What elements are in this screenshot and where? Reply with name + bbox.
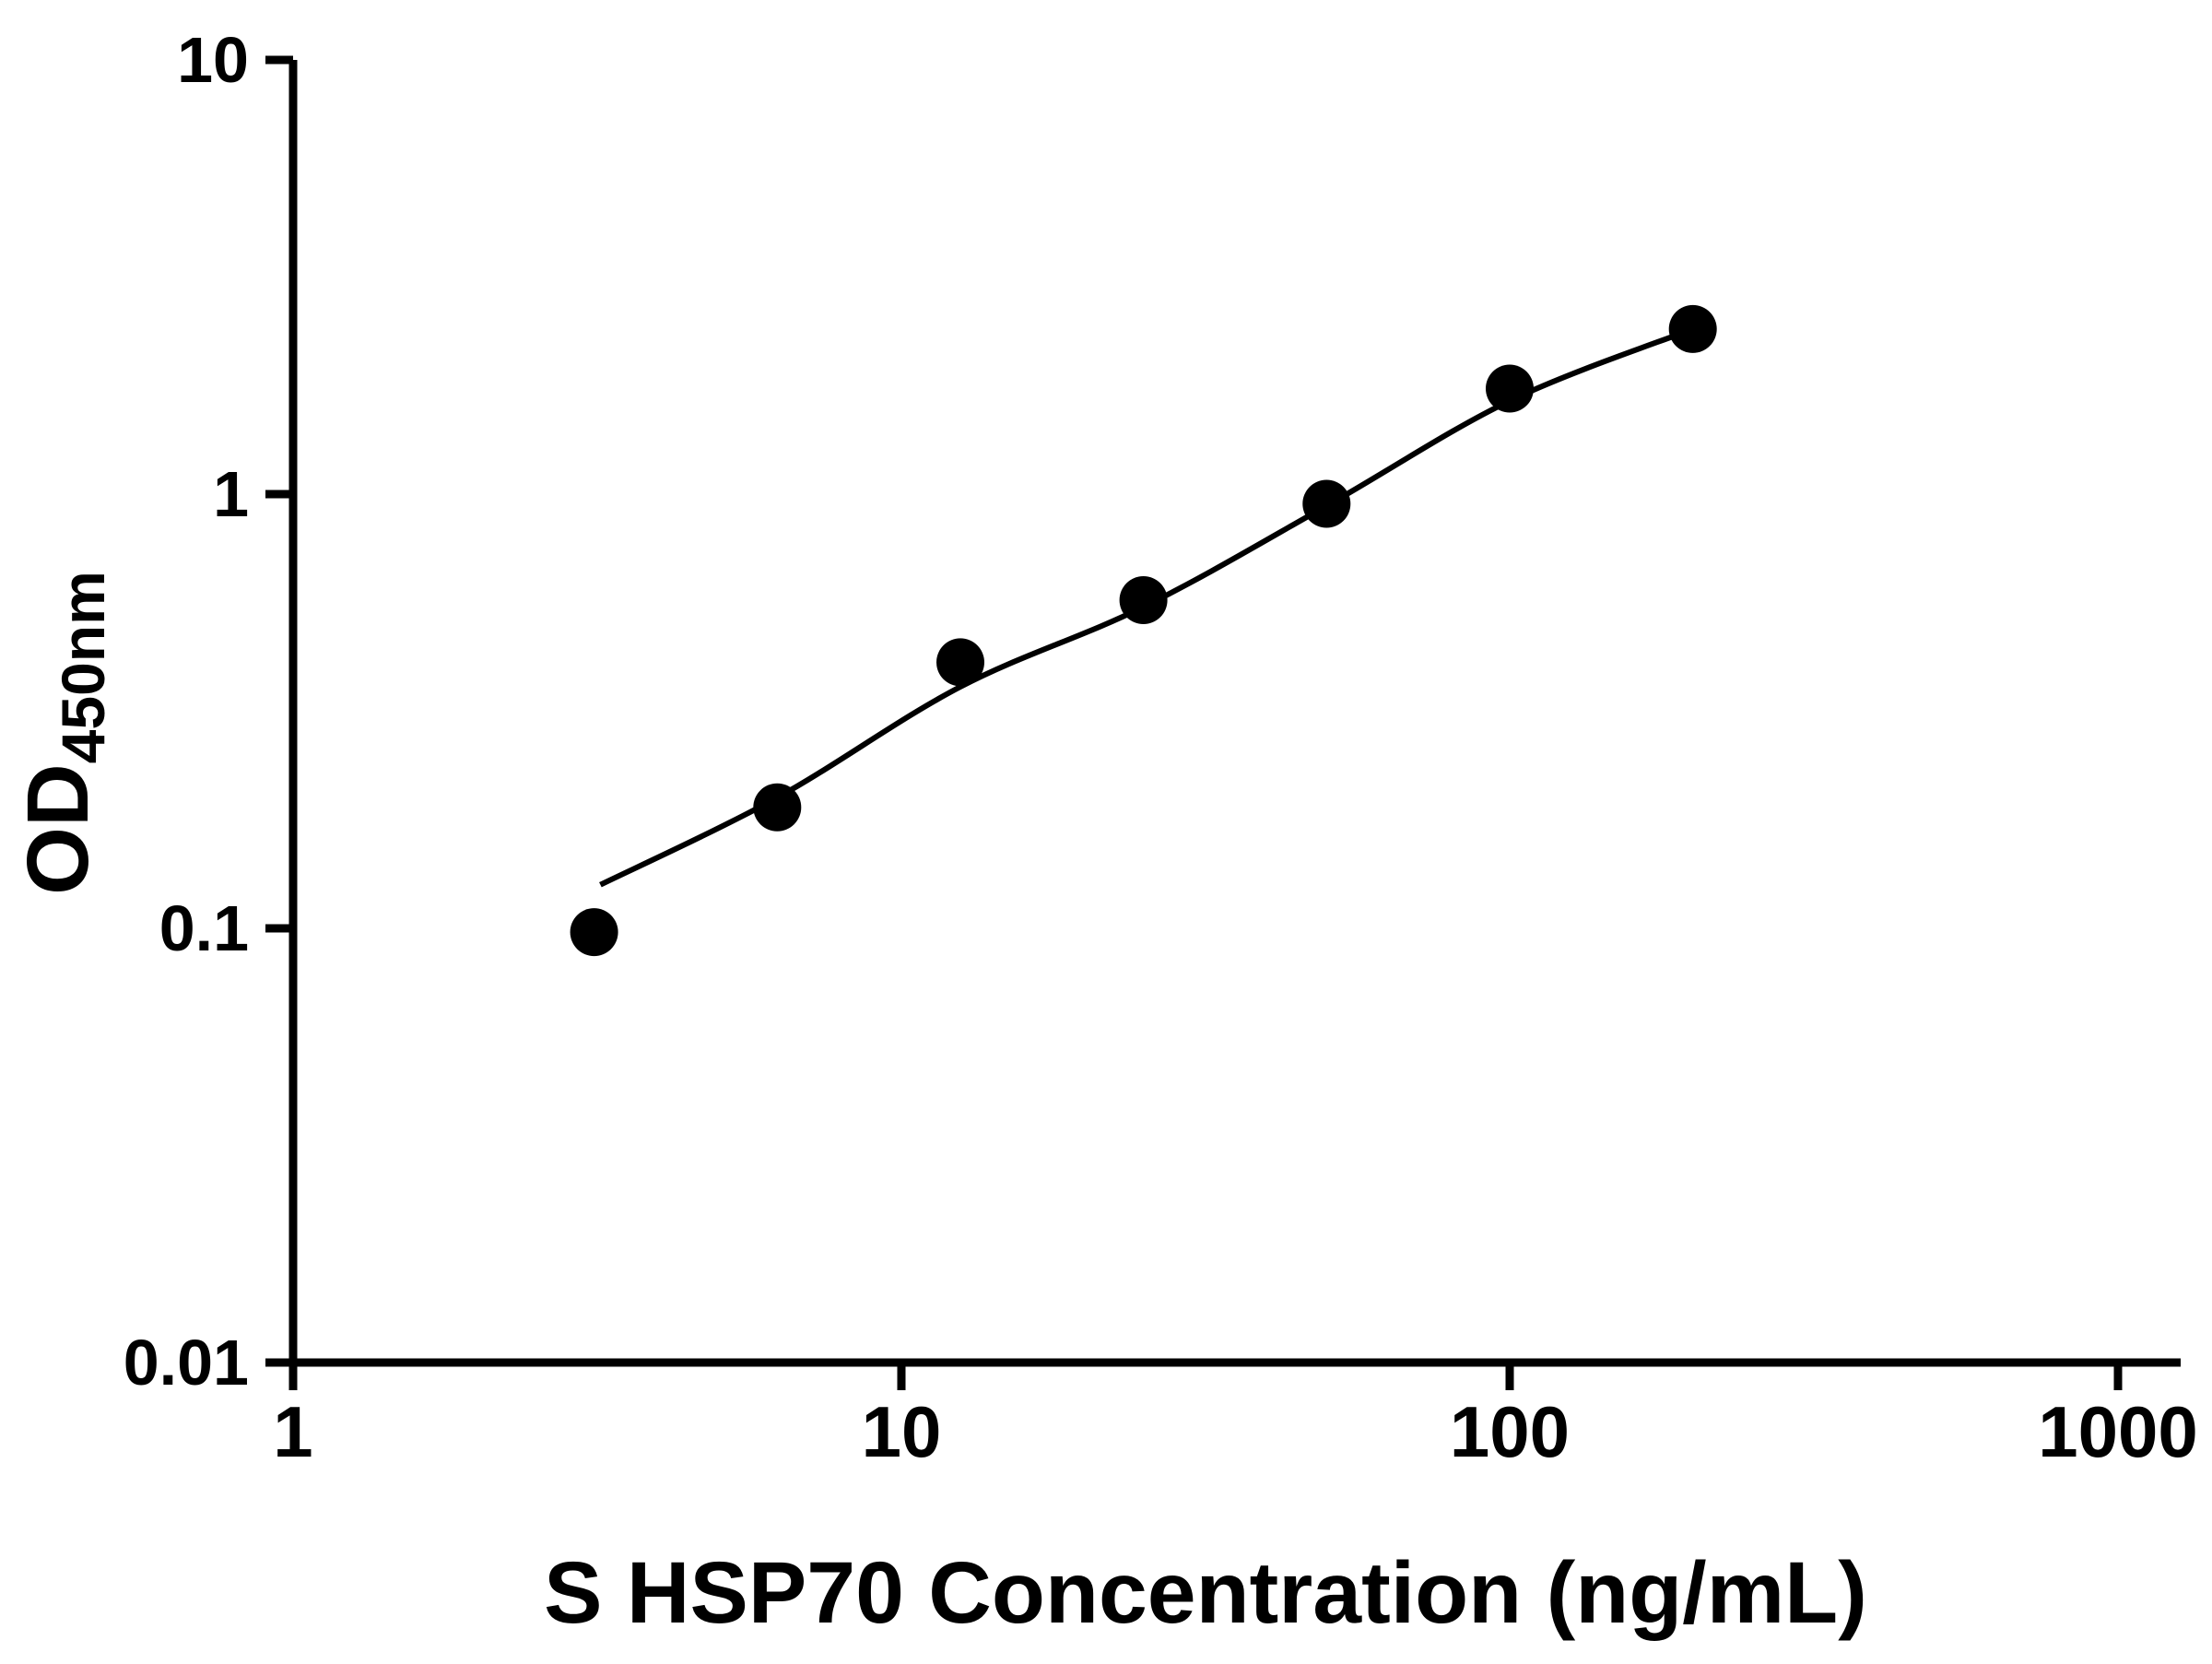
axis-ticks: [265, 55, 2123, 1390]
x-tick-label: 1000: [2038, 1391, 2198, 1472]
data-point: [1119, 576, 1168, 624]
axis-tick-labels: 1 10 100 1000 0.01 0.1 1 10: [124, 24, 2198, 1472]
data-point: [1302, 479, 1351, 528]
axes: [288, 60, 2181, 1367]
x-axis-title: S HSP70 Concentration (ng/mL): [544, 1544, 1867, 1642]
y-tick-label: 10: [177, 24, 249, 96]
y-axis-title-main: OD: [9, 763, 107, 895]
y-tick-label: 1: [213, 458, 249, 530]
x-tick-label: 1: [273, 1391, 312, 1472]
x-tick-label: 100: [1450, 1391, 1570, 1472]
y-tick-label: 0.01: [124, 1327, 249, 1398]
data-point: [570, 908, 618, 957]
plot-area: [570, 304, 1717, 957]
x-tick-label: 10: [862, 1391, 942, 1472]
data-point: [1668, 304, 1717, 353]
data-point: [936, 638, 984, 687]
y-tick-label: 0.1: [159, 892, 249, 964]
data-point: [753, 783, 802, 832]
y-axis-title: OD450nm: [9, 571, 117, 895]
data-point: [1486, 364, 1534, 413]
y-axis-title-subscript: 450nm: [49, 571, 117, 763]
